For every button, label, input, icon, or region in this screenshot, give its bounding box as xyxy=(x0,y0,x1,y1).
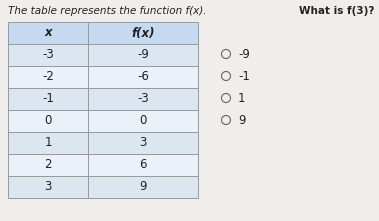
Text: f(x): f(x) xyxy=(131,27,155,40)
Text: 2: 2 xyxy=(44,158,52,171)
Bar xyxy=(88,154,198,176)
Text: x: x xyxy=(44,27,52,40)
Bar xyxy=(88,66,198,88)
Text: -3: -3 xyxy=(137,93,149,105)
Bar xyxy=(88,44,198,66)
Text: -9: -9 xyxy=(238,48,250,61)
Text: -1: -1 xyxy=(42,93,54,105)
Bar xyxy=(88,22,198,44)
Text: 9: 9 xyxy=(139,181,147,194)
Bar xyxy=(8,110,88,132)
Text: -9: -9 xyxy=(137,48,149,61)
Text: -6: -6 xyxy=(137,70,149,84)
Text: The table represents the function f(x).: The table represents the function f(x). xyxy=(8,6,207,16)
Text: 1: 1 xyxy=(238,91,246,105)
Bar xyxy=(8,88,88,110)
Text: 3: 3 xyxy=(139,137,147,149)
Bar xyxy=(8,44,88,66)
Bar xyxy=(88,88,198,110)
Bar xyxy=(88,132,198,154)
Bar xyxy=(88,110,198,132)
Text: 3: 3 xyxy=(44,181,52,194)
Text: -3: -3 xyxy=(42,48,54,61)
Text: 6: 6 xyxy=(139,158,147,171)
Text: -2: -2 xyxy=(42,70,54,84)
Text: 9: 9 xyxy=(238,114,246,126)
Text: 0: 0 xyxy=(139,114,147,128)
Bar xyxy=(8,22,88,44)
Bar xyxy=(8,154,88,176)
Text: -1: -1 xyxy=(238,69,250,82)
Bar xyxy=(8,176,88,198)
Text: What is f(3)?: What is f(3)? xyxy=(299,6,374,16)
Bar xyxy=(8,66,88,88)
Bar xyxy=(88,176,198,198)
Text: 0: 0 xyxy=(44,114,52,128)
Bar xyxy=(8,132,88,154)
Text: 1: 1 xyxy=(44,137,52,149)
